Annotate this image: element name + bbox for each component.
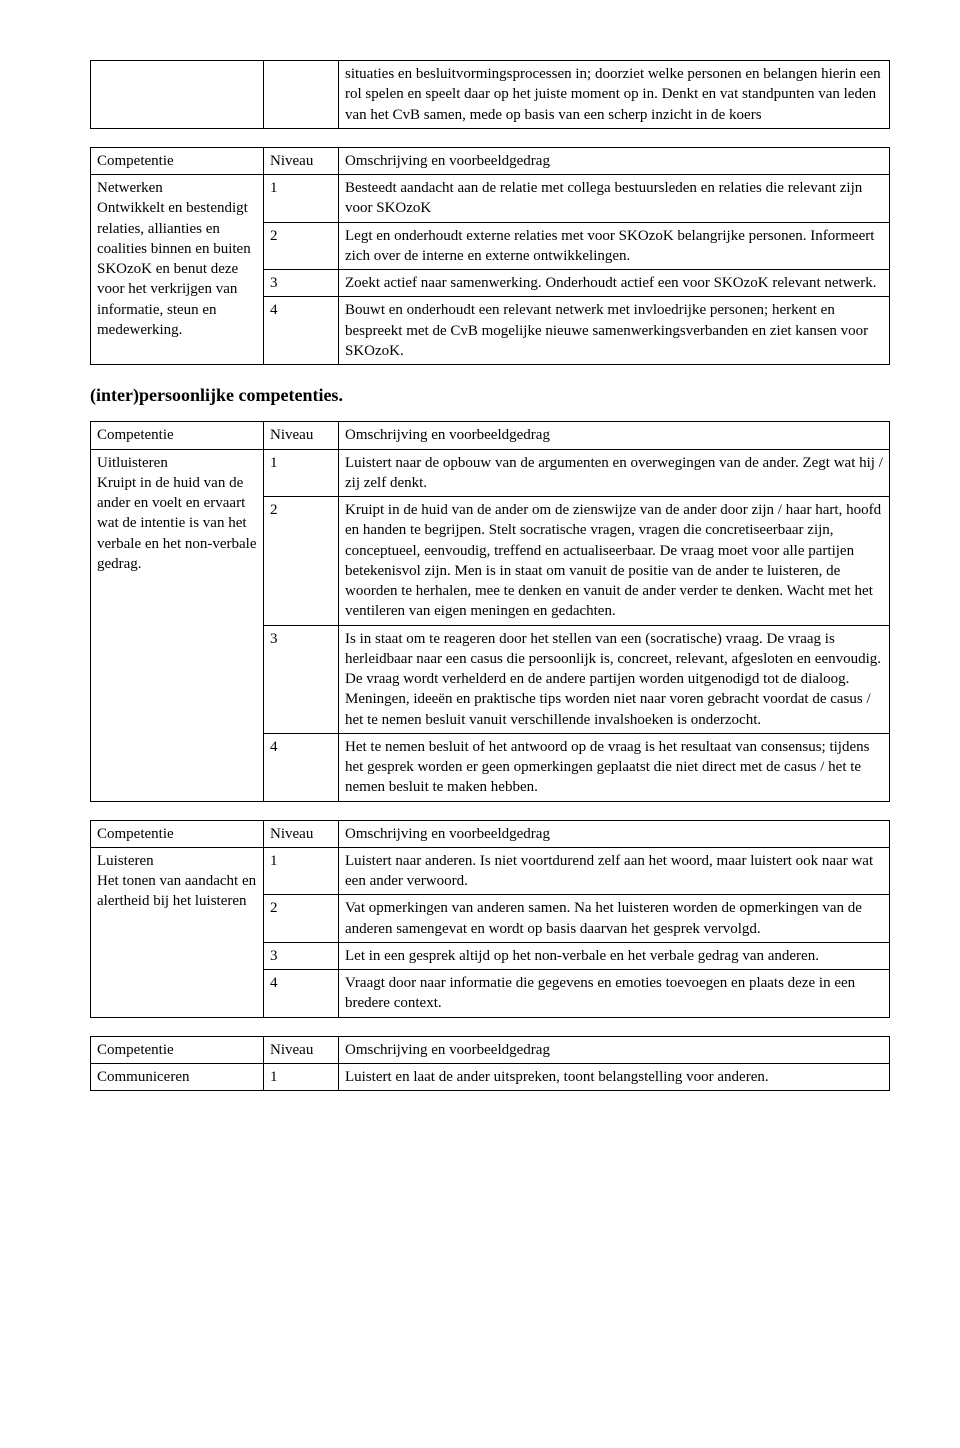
level-cell: 3	[264, 625, 339, 733]
comp-desc: Kruipt in de huid van de ander en voelt …	[97, 475, 257, 572]
desc-cell: Besteedt aandacht aan de relatie met col…	[339, 175, 890, 223]
desc-cell: Is in staat om te reageren door het stel…	[339, 625, 890, 733]
desc-cell: Bouwt en onderhoudt een relevant netwerk…	[339, 297, 890, 365]
competency-table-communiceren: Competentie Niveau Omschrijving en voorb…	[90, 1036, 890, 1092]
level-cell: 1	[264, 449, 339, 497]
intro-empty-1	[91, 61, 264, 129]
intro-text: situaties en besluitvormingsprocessen in…	[339, 61, 890, 129]
header-competentie: Competentie	[91, 1036, 264, 1063]
header-competentie: Competentie	[91, 422, 264, 449]
level-cell: 3	[264, 942, 339, 969]
comp-title: Luisteren	[97, 853, 154, 869]
comp-title: Communiceren	[97, 1069, 189, 1085]
level-cell: 1	[264, 1063, 339, 1090]
competency-table-uitluisteren: Competentie Niveau Omschrijving en voorb…	[90, 421, 890, 801]
level-cell: 1	[264, 175, 339, 223]
header-omschrijving: Omschrijving en voorbeeldgedrag	[339, 820, 890, 847]
comp-cell-networken: Netwerken Ontwikkelt en bestendigt relat…	[91, 175, 264, 365]
comp-title: Netwerken	[97, 180, 163, 196]
desc-cell: Luistert naar anderen. Is niet voortdure…	[339, 847, 890, 895]
comp-cell-communiceren: Communiceren	[91, 1063, 264, 1090]
header-omschrijving: Omschrijving en voorbeeldgedrag	[339, 147, 890, 174]
level-cell: 4	[264, 733, 339, 801]
level-cell: 3	[264, 270, 339, 297]
level-cell: 2	[264, 497, 339, 626]
competency-table-networken: Competentie Niveau Omschrijving en voorb…	[90, 147, 890, 365]
comp-cell-uitluisteren: Uitluisteren Kruipt in de huid van de an…	[91, 449, 264, 801]
intro-empty-2	[264, 61, 339, 129]
level-cell: 4	[264, 970, 339, 1018]
header-niveau: Niveau	[264, 422, 339, 449]
desc-cell: Luistert naar de opbouw van de argumente…	[339, 449, 890, 497]
comp-desc: Ontwikkelt en bestendigt relaties, allia…	[97, 200, 251, 338]
comp-desc: Het tonen van aandacht en alertheid bij …	[97, 873, 256, 909]
desc-cell: Kruipt in de huid van de ander om de zie…	[339, 497, 890, 626]
header-competentie: Competentie	[91, 147, 264, 174]
header-niveau: Niveau	[264, 1036, 339, 1063]
header-omschrijving: Omschrijving en voorbeeldgedrag	[339, 1036, 890, 1063]
desc-cell: Vat opmerkingen van anderen samen. Na he…	[339, 895, 890, 943]
desc-cell: Legt en onderhoudt externe relaties met …	[339, 222, 890, 270]
comp-cell-luisteren: Luisteren Het tonen van aandacht en aler…	[91, 847, 264, 1017]
header-omschrijving: Omschrijving en voorbeeldgedrag	[339, 422, 890, 449]
desc-cell: Let in een gesprek altijd op het non-ver…	[339, 942, 890, 969]
desc-cell: Vraagt door naar informatie die gegevens…	[339, 970, 890, 1018]
competency-table-luisteren: Competentie Niveau Omschrijving en voorb…	[90, 820, 890, 1018]
header-niveau: Niveau	[264, 147, 339, 174]
intro-fragment-table: situaties en besluitvormingsprocessen in…	[90, 60, 890, 129]
comp-title: Uitluisteren	[97, 455, 168, 471]
level-cell: 4	[264, 297, 339, 365]
desc-cell: Het te nemen besluit of het antwoord op …	[339, 733, 890, 801]
desc-cell: Zoekt actief naar samenwerking. Onderhou…	[339, 270, 890, 297]
level-cell: 2	[264, 895, 339, 943]
level-cell: 1	[264, 847, 339, 895]
level-cell: 2	[264, 222, 339, 270]
desc-cell: Luistert en laat de ander uitspreken, to…	[339, 1063, 890, 1090]
header-competentie: Competentie	[91, 820, 264, 847]
section-heading: (inter)persoonlijke competenties.	[90, 383, 890, 407]
header-niveau: Niveau	[264, 820, 339, 847]
